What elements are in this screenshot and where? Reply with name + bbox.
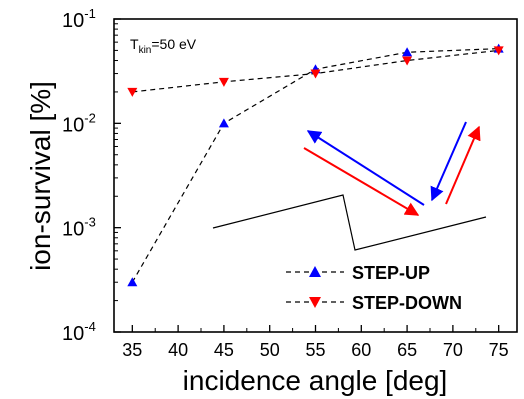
- series-line-step-up: [131, 48, 499, 283]
- legend-step-down-marker: [309, 297, 321, 308]
- x-tick-label: 35: [122, 340, 142, 360]
- annotation-subscript: kin: [139, 45, 152, 56]
- data-point-step-up: [402, 47, 413, 57]
- x-tick-label: 75: [489, 340, 509, 360]
- x-tick-label: 55: [305, 340, 325, 360]
- y-tick-label: 10-1: [62, 6, 96, 32]
- step-up-incoming-arrow: [306, 130, 425, 206]
- x-tick-label: 70: [443, 340, 463, 360]
- data-point-step-down: [218, 77, 229, 87]
- y-tick-labels: 10-410-310-210-1: [62, 6, 96, 345]
- step-up-outgoing-arrow: [430, 121, 467, 202]
- legend-step-up-marker: [309, 266, 321, 277]
- data-point-step-up: [218, 118, 229, 128]
- y-tick-exponent: -4: [84, 319, 96, 334]
- y-tick-base: 10: [62, 114, 84, 136]
- y-tick-base: 10: [62, 10, 84, 32]
- x-tick-label: 65: [397, 340, 417, 360]
- inset-schematic: [212, 121, 487, 251]
- y-tick-label: 10-4: [62, 319, 96, 345]
- y-tick-exponent: -3: [84, 215, 96, 230]
- x-axis-title: incidence angle [deg]: [183, 365, 448, 396]
- x-tick-label: 40: [168, 340, 188, 360]
- legend-step-down-label: STEP-DOWN: [352, 293, 462, 313]
- data-point-step-down: [493, 46, 504, 56]
- step-down-incoming-arrow: [303, 147, 420, 216]
- data-point-step-down: [310, 69, 321, 79]
- legend-step-up-label: STEP-UP: [352, 263, 430, 283]
- y-axis-title: ion-survival [%]: [25, 81, 56, 271]
- step-surface-line: [212, 194, 487, 251]
- annotation-suffix: =50 eV: [151, 36, 196, 52]
- y-tick-exponent: -1: [84, 6, 96, 21]
- x-tick-label: 50: [260, 340, 280, 360]
- axis-ticks: [114, 18, 500, 333]
- legend: STEP-UP STEP-DOWN: [286, 263, 462, 313]
- x-tick-label: 45: [214, 340, 234, 360]
- y-tick-label: 10-3: [62, 215, 96, 241]
- kinetic-energy-annotation: Tkin=50 eV: [130, 36, 197, 56]
- data-point-step-up: [127, 277, 138, 287]
- y-tick-exponent: -2: [84, 110, 96, 125]
- y-tick-label: 10-2: [62, 110, 96, 136]
- y-tick-base: 10: [62, 323, 84, 345]
- series-layer: [127, 43, 504, 287]
- step-down-outgoing-arrow: [445, 125, 481, 205]
- annotation-prefix: T: [130, 36, 139, 52]
- x-tick-labels: 35 40 45 50 55 60 65 70 75: [122, 340, 508, 360]
- x-tick-label: 60: [351, 340, 371, 360]
- data-point-step-down: [402, 56, 413, 66]
- data-point-step-down: [127, 87, 138, 97]
- y-tick-base: 10: [62, 219, 84, 241]
